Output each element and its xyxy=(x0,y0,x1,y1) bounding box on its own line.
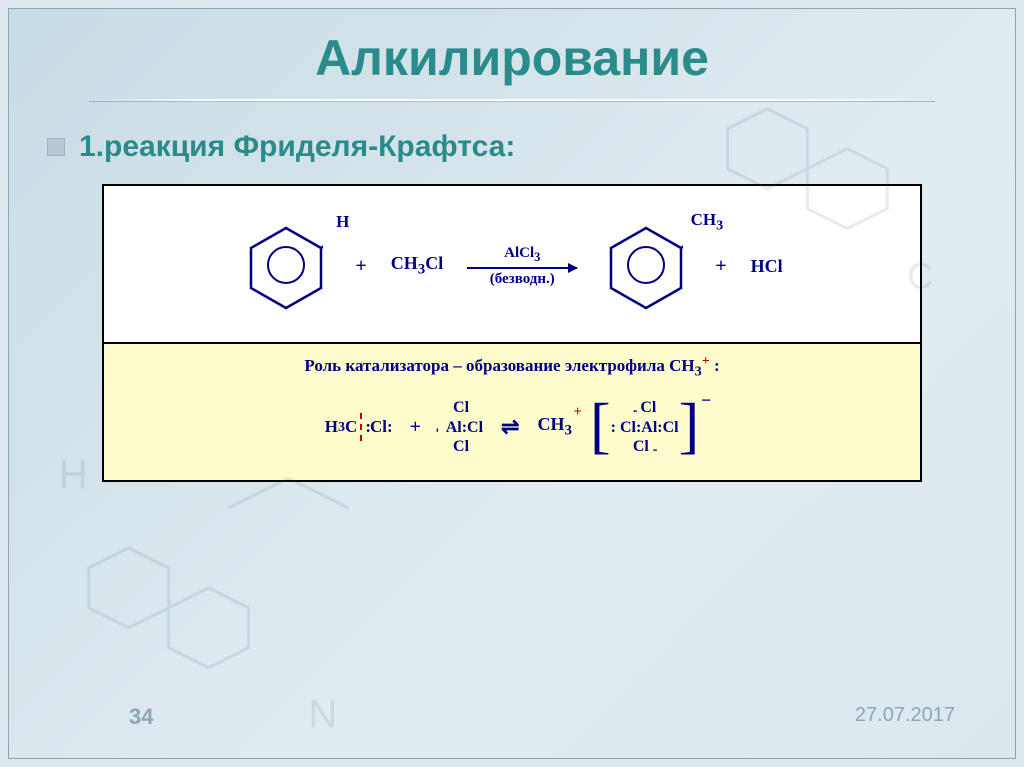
aromatic-ring-icon xyxy=(627,246,665,284)
brMb: :Al xyxy=(636,419,657,436)
ring-label-ch3: CH3 xyxy=(691,210,724,234)
bd1: .. xyxy=(633,403,637,415)
f1a: H xyxy=(325,417,338,437)
alM2: :Cl xyxy=(462,419,483,436)
plabs: 3 xyxy=(716,217,723,233)
benzene-product: CH3 xyxy=(601,216,691,316)
frag-h3c-cl: H3C : Cl : xyxy=(325,413,392,441)
f1b: C xyxy=(345,417,357,437)
plus-2: + xyxy=(715,255,726,278)
alB: Cl xyxy=(453,437,469,456)
arrow-line-icon xyxy=(467,267,577,269)
bond-break-icon xyxy=(360,413,362,441)
brMa: : Cl xyxy=(611,419,636,436)
frag-alcl4-anion: [ .. Cl : Cl:Al:Cl Cl .. xyxy=(590,398,699,456)
bd2: .. xyxy=(653,442,657,454)
alM: Al xyxy=(446,419,462,436)
alcl4-column: .. Cl : Cl:Al:Cl Cl .. xyxy=(611,398,679,456)
slide: H N C Алкилирование 1.реакция Фриделя-Кр… xyxy=(8,8,1016,759)
f1d2: : xyxy=(387,417,392,437)
ring-label-h: H xyxy=(336,212,349,232)
arrow-bottom-label: (безводн.) xyxy=(490,271,555,288)
title-underline xyxy=(89,99,934,102)
f1cl: Cl xyxy=(370,417,387,437)
ch3p: + xyxy=(573,404,582,421)
plus-1: + xyxy=(355,255,366,278)
brT: Cl xyxy=(640,399,656,416)
role-sub: 3 xyxy=(695,363,702,379)
reaction-box: H + CH3Cl AlCl3 (безводн.) xyxy=(102,184,922,482)
svg-text:H: H xyxy=(59,453,88,497)
mechanism-role-text: Роль катализатора – образование электроф… xyxy=(118,356,906,380)
anion-minus: − xyxy=(701,390,711,411)
atl: AlCl xyxy=(504,245,534,261)
r2a: CH xyxy=(391,253,418,273)
role-sup: + xyxy=(702,354,710,369)
bracket-left-icon: [ xyxy=(590,405,611,448)
ch3s: 3 xyxy=(564,423,572,439)
r2t: Cl xyxy=(425,253,443,273)
ch3a: CH xyxy=(537,414,564,434)
brB: Cl xyxy=(633,438,649,455)
bullet-icon xyxy=(47,138,65,156)
reaction-top: H + CH3Cl AlCl3 (безводн.) xyxy=(104,186,920,342)
benzene-reagent: H xyxy=(241,216,331,316)
f1s: 3 xyxy=(338,419,345,436)
role-a: Роль катализатора – образование электроф… xyxy=(304,356,669,375)
footer-date: 27.07.2017 xyxy=(855,704,955,730)
plab: CH xyxy=(691,210,717,229)
reaction-arrow: AlCl3 (безводн.) xyxy=(467,245,577,288)
frag-alcl3: Cl .. Al:Cl Cl xyxy=(439,398,483,456)
brMc: :Cl xyxy=(657,419,678,436)
bracket-right-icon: ] xyxy=(679,405,700,448)
mech-plus: + xyxy=(410,416,421,439)
subtitle-text: 1.реакция Фриделя-Крафтса: xyxy=(79,130,515,164)
title-text: Алкилирование xyxy=(315,30,709,86)
alT: Cl xyxy=(453,398,469,417)
product-hcl: HCl xyxy=(751,256,783,277)
slide-title: Алкилирование xyxy=(9,9,1015,87)
frag-ch3-cation: CH3 + xyxy=(537,414,572,440)
equilibrium-arrow-icon: ⇌ xyxy=(501,414,519,440)
footer: 34 27.07.2017 xyxy=(9,704,1015,730)
alD1: .. xyxy=(432,427,445,431)
mechanism-equation: H3C : Cl : + Cl .. Al:Cl Cl ⇌ xyxy=(118,398,906,456)
subtitle-row: 1.реакция Фриделя-Крафтса: xyxy=(47,130,1015,164)
reagent-ch3cl: CH3Cl xyxy=(391,253,444,279)
role-ch: CH xyxy=(669,356,695,375)
page-number: 34 xyxy=(129,704,153,730)
arrow-top-label: AlCl3 xyxy=(504,245,540,265)
atls: 3 xyxy=(534,250,540,264)
mechanism-panel: Роль катализатора – образование электроф… xyxy=(104,342,920,480)
